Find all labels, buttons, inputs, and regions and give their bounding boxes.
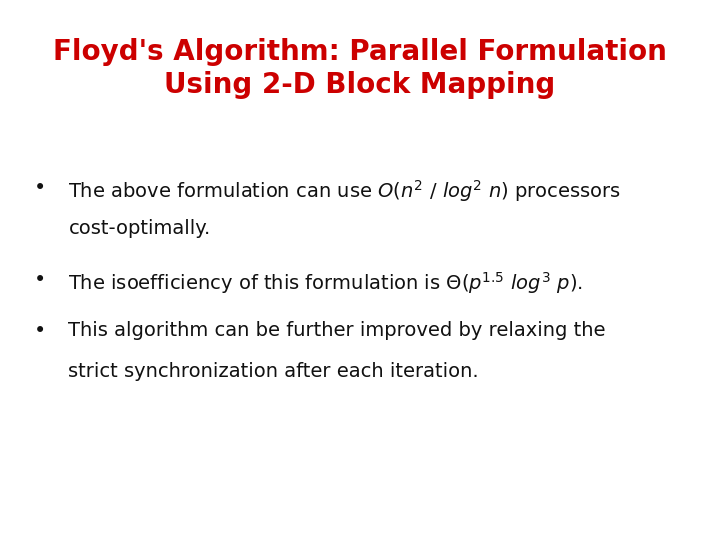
Text: •: • <box>33 270 46 290</box>
Text: •: • <box>33 178 46 198</box>
Text: cost-optimally.: cost-optimally. <box>68 219 211 238</box>
Text: The above formulation can use $O(n^2\ /\ log^2\ n)$ processors: The above formulation can use $O(n^2\ /\… <box>68 178 621 204</box>
Text: •: • <box>33 321 46 341</box>
Text: This algorithm can be further improved by relaxing the: This algorithm can be further improved b… <box>68 321 606 340</box>
Text: Floyd's Algorithm: Parallel Formulation
Using 2-D Block Mapping: Floyd's Algorithm: Parallel Formulation … <box>53 38 667 99</box>
Text: The isoefficiency of this formulation is $\Theta(p^{1.5}\ log^3\ p)$.: The isoefficiency of this formulation is… <box>68 270 583 296</box>
Text: strict synchronization after each iteration.: strict synchronization after each iterat… <box>68 362 479 381</box>
